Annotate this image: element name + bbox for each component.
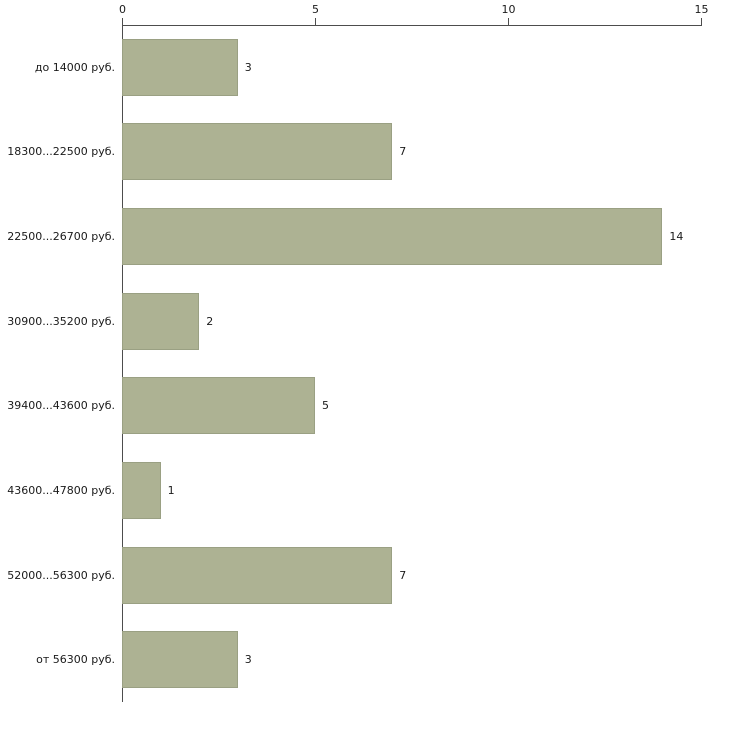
category-label: от 56300 руб.: [36, 653, 115, 667]
category-label: 30900...35200 руб.: [7, 314, 115, 328]
x-axis-tick-label: 10: [501, 3, 516, 16]
category-label: 39400...43600 руб.: [7, 399, 115, 413]
x-axis-line: [122, 25, 702, 26]
x-axis-tick: 5: [312, 3, 319, 25]
value-label: 2: [206, 314, 214, 328]
x-axis-tick: 10: [502, 3, 516, 25]
value-label: 5: [322, 399, 329, 413]
bar-row: 52000...56300 руб. 7: [0, 533, 701, 618]
x-axis-tick-label: 15: [694, 3, 709, 16]
bar-row: 39400...43600 руб. 5: [0, 364, 701, 449]
value-label: 1: [167, 483, 175, 497]
category-label: до 14000 руб.: [34, 60, 115, 74]
bar: [122, 377, 315, 435]
bar-area: 3: [122, 25, 701, 110]
bar-area: 14: [122, 194, 701, 279]
bar: [122, 292, 200, 350]
category-label: 18300...22500 руб.: [7, 145, 115, 159]
bar-area: 7: [122, 533, 701, 618]
bar: [122, 631, 238, 689]
x-axis-tick-label: 0: [119, 3, 126, 16]
category-label: 22500...26700 руб.: [7, 230, 115, 244]
bar-area: 5: [122, 364, 701, 449]
x-axis-tick: 0: [119, 3, 126, 25]
x-axis-tick-label: 5: [312, 3, 319, 16]
bar-row: 30900...35200 руб. 2: [0, 279, 701, 364]
bar: [122, 123, 393, 181]
bar-row: до 14000 руб. 3: [0, 25, 701, 110]
category-label: 52000...56300 руб.: [7, 568, 115, 582]
x-axis-ticks: 0 5 10 15: [119, 0, 709, 25]
value-label: 14: [669, 230, 684, 244]
bar-area: 7: [122, 110, 701, 195]
bar: [122, 208, 663, 266]
bar: [122, 461, 161, 519]
bar: [122, 38, 238, 96]
bar-row: от 56300 руб. 3: [0, 617, 701, 702]
value-label: 3: [244, 60, 252, 74]
bar-row: 43600...47800 руб. 1: [0, 448, 701, 533]
bar-row: 18300...22500 руб. 7: [0, 110, 701, 195]
bar-area: 2: [122, 279, 701, 364]
category-label: 43600...47800 руб.: [7, 483, 115, 497]
bar: [122, 546, 393, 604]
x-axis-tick: 15: [695, 3, 709, 25]
value-label: 3: [244, 653, 252, 667]
bar-area: 1: [122, 448, 701, 533]
value-label: 7: [399, 145, 407, 159]
value-label: 7: [399, 568, 407, 582]
bar-row: 22500...26700 руб. 14: [0, 194, 701, 279]
y-axis-line: [122, 25, 123, 702]
bar-area: 3: [122, 617, 701, 702]
bar-rows: до 14000 руб. 3 18300...22500 руб. 7 22500..…: [0, 25, 701, 702]
